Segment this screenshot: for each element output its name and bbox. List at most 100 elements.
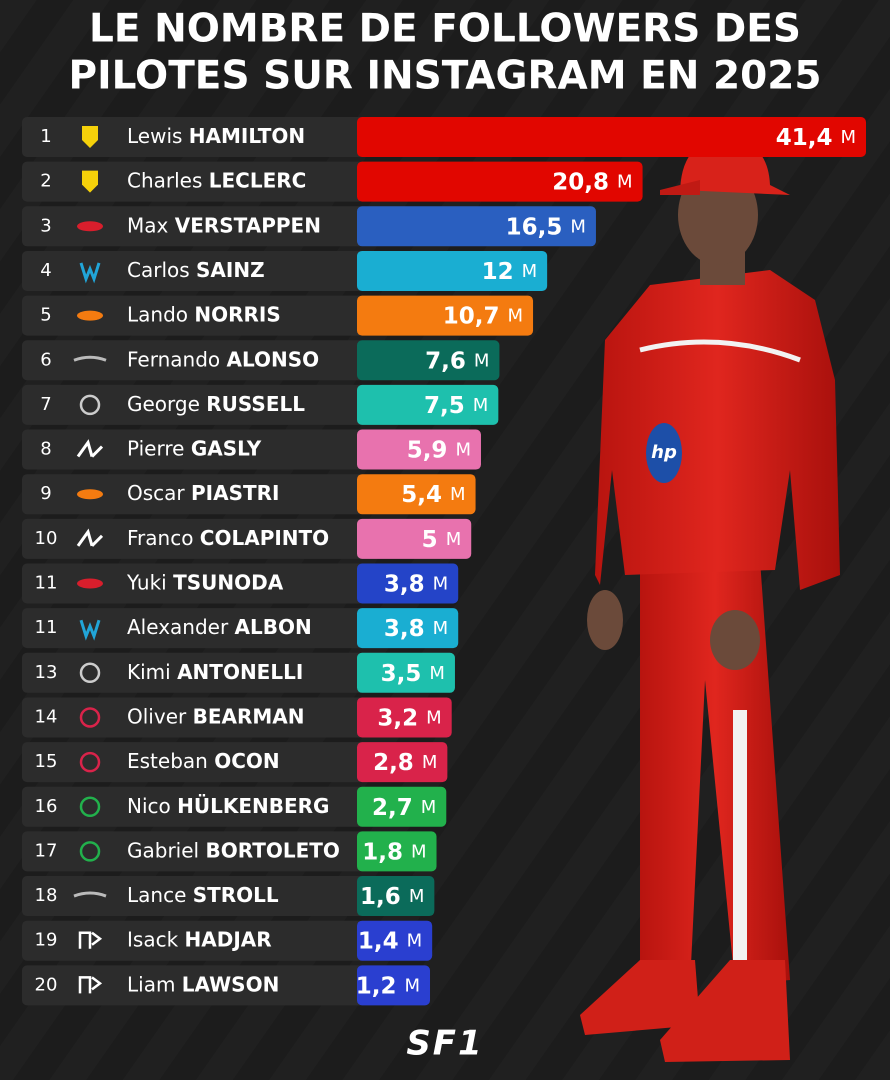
last-name: LAWSON [182, 972, 280, 996]
bar [357, 786, 447, 827]
driver-row: 15 Esteban OCON 2,8 M [22, 742, 448, 783]
last-name: ANTONELLI [177, 659, 303, 683]
row-background [22, 206, 365, 247]
row-background [22, 608, 365, 649]
last-name: ALBON [235, 615, 312, 639]
unit: M [422, 752, 438, 773]
first-name: Kimi [127, 659, 171, 683]
rank: 8 [40, 439, 51, 460]
rank: 9 [40, 483, 51, 504]
row-background [22, 920, 365, 961]
bar [357, 250, 548, 291]
bar [357, 518, 472, 559]
team-logo [76, 528, 104, 547]
driver-row: 18 Lance STROLL 1,6 M [22, 876, 435, 917]
team-logo [79, 394, 101, 416]
driver-name: Max VERSTAPPEN [127, 213, 321, 237]
driver-row: 20 Liam LAWSON 1,2 M [22, 965, 431, 1006]
subtitle: PILOTES SUR INSTAGRAM EN 2025 [69, 54, 822, 99]
unit: M [404, 975, 420, 996]
unit: M [474, 350, 490, 371]
value-label: 2,8 M [373, 750, 437, 776]
bar [357, 920, 433, 961]
value-label: 3,8 M [384, 616, 448, 642]
bar [357, 117, 866, 157]
driver-name: Isack HADJAR [127, 927, 272, 951]
driver-row: 13 Kimi ANTONELLI 3,5 M [22, 652, 455, 693]
driver-name: George RUSSELL [127, 391, 305, 415]
team-logo [78, 931, 103, 949]
driver-name: Franco COLAPINTO [127, 525, 329, 549]
driver-name: Carlos SAINZ [127, 257, 265, 281]
unit: M [450, 484, 466, 505]
last-name: VERSTAPPEN [175, 213, 321, 237]
value: 5,9 [407, 437, 448, 463]
first-name: Esteban [127, 749, 208, 773]
team-logo [73, 891, 107, 898]
value: 2,8 [373, 750, 414, 776]
row-background [22, 384, 365, 425]
unit: M [421, 797, 437, 818]
driver-row: 9 Oscar PIASTRI 5,4 M [22, 474, 476, 515]
bar [357, 965, 431, 1006]
unit: M [522, 261, 538, 282]
value: 3,5 [381, 660, 422, 686]
driver-name: Oscar PIASTRI [127, 481, 279, 505]
bar [357, 652, 455, 693]
driver-row: 14 Oliver BEARMAN 3,2 M [22, 697, 452, 738]
bar [357, 697, 452, 738]
driver-name: Gabriel BORTOLETO [127, 838, 340, 862]
value: 3,2 [377, 705, 418, 731]
unit: M [617, 172, 633, 193]
driver-row: 11 Yuki TSUNODA 3,8 M [22, 563, 459, 604]
unit: M [409, 886, 425, 907]
rank: 3 [40, 215, 51, 236]
row-background [22, 742, 365, 783]
rank: 16 [35, 796, 58, 817]
value: 16,5 [506, 214, 563, 240]
unit: M [433, 574, 449, 595]
unit: M [429, 663, 445, 684]
value: 2,7 [372, 794, 413, 820]
unit: M [473, 395, 489, 416]
first-name: Lando [127, 302, 188, 326]
row-background [22, 697, 365, 738]
rank: 7 [40, 394, 51, 415]
row-background [22, 295, 365, 336]
bar [357, 295, 534, 336]
driver-row: 3 Max VERSTAPPEN 16,5 M [22, 206, 596, 247]
team-logo [76, 439, 104, 458]
value-label: 10,7 M [443, 303, 523, 329]
value-label: 7,5 M [424, 392, 488, 418]
logo: SF1 [406, 1024, 483, 1064]
value: 10,7 [443, 303, 500, 329]
value: 3,8 [384, 616, 425, 642]
driver-name: Oliver BEARMAN [127, 704, 304, 728]
row-background [22, 474, 365, 515]
driver-row: 19 Isack HADJAR 1,4 M [22, 920, 433, 961]
unit: M [407, 931, 423, 952]
rank: 13 [35, 662, 58, 683]
team-logo [79, 619, 101, 641]
last-name: BORTOLETO [205, 838, 339, 862]
driver-name: Pierre GASLY [127, 436, 262, 460]
bar [357, 608, 459, 649]
first-name: Pierre [127, 436, 184, 460]
value: 3,8 [384, 571, 425, 597]
driver-row: 10 Franco COLAPINTO 5 M [22, 518, 472, 559]
row-background [22, 563, 365, 604]
rank: 5 [40, 305, 51, 326]
team-logo [82, 126, 98, 148]
rank: 6 [40, 349, 51, 370]
bar [357, 429, 481, 470]
driver-name: Lewis HAMILTON [127, 124, 305, 148]
first-name: Yuki [126, 570, 167, 594]
value: 1,2 [356, 973, 397, 999]
last-name: TSUNODA [173, 570, 284, 594]
first-name: Charles [127, 168, 202, 192]
team-logo [79, 796, 101, 817]
value: 5,4 [401, 482, 442, 508]
rank: 11 [35, 573, 58, 594]
unit: M [840, 127, 856, 148]
